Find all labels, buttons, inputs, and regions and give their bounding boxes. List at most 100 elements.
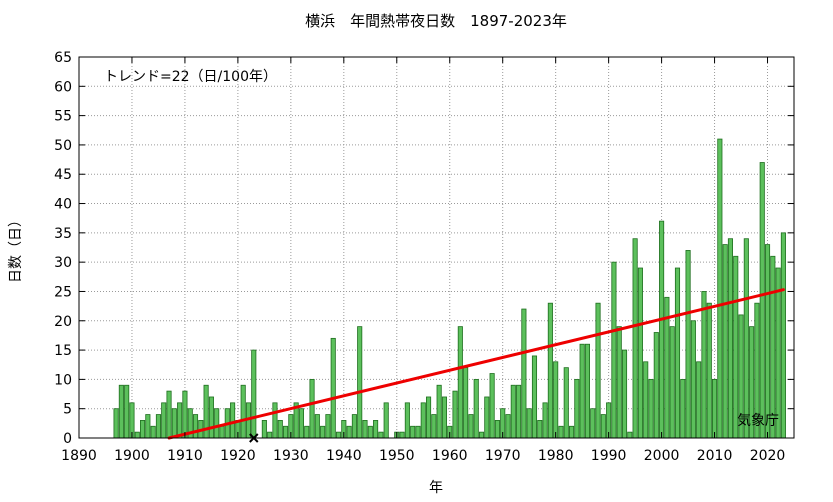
bar-2014 (733, 255, 739, 439)
bar-2003 (674, 267, 681, 439)
bar-2012 (722, 244, 728, 439)
x-tick-label: 2010 (697, 448, 733, 464)
bar-1916 (214, 408, 220, 439)
bar-1964 (468, 414, 474, 439)
bar-1961 (452, 390, 458, 439)
bar-1915 (208, 396, 214, 439)
bar-1947 (378, 431, 384, 439)
x-tick-label: 2020 (750, 448, 786, 464)
bar-1988 (595, 302, 601, 439)
bar-1941 (346, 425, 352, 439)
axis-ticks: 0 5 10 15 20 25 30 35 40 45 50 55 60 65 1890 1900 1910 19… (54, 50, 794, 464)
bar-1935 (314, 414, 320, 439)
y-tick-label: 50 (54, 138, 72, 154)
bar-1962 (457, 326, 463, 439)
bar-1977 (537, 420, 543, 439)
gridlines (79, 57, 794, 438)
bar-2013 (727, 238, 733, 439)
bar-1995 (632, 238, 638, 439)
y-tick-label: 40 (54, 197, 72, 213)
bar-1897 (113, 408, 119, 439)
bar-1996 (637, 267, 643, 439)
bar-2009 (706, 302, 712, 439)
bar-1927 (272, 402, 278, 439)
y-tick-label: 10 (54, 372, 72, 388)
bar-1951 (399, 431, 405, 439)
bar-1955 (420, 402, 426, 439)
bar-2000 (659, 220, 665, 439)
bar-2020 (764, 244, 771, 439)
bar-1975 (526, 408, 532, 439)
y-tick-label: 55 (54, 109, 72, 125)
bar-2006 (690, 320, 696, 439)
plot-frame (78, 56, 795, 439)
y-tick-label: 5 (63, 402, 72, 418)
bar-1907 (166, 390, 172, 439)
bar-1943 (357, 326, 363, 439)
x-tick-label: 1990 (591, 448, 627, 464)
bar-1999 (653, 332, 659, 439)
bar-1965 (473, 378, 479, 439)
bar-1904 (150, 425, 156, 439)
y-axis-title: 日数（日） (8, 213, 24, 283)
bar-1945 (367, 425, 373, 439)
bar-1968 (489, 373, 495, 439)
bar-2010 (712, 378, 718, 439)
bar-2019 (759, 162, 765, 439)
x-tick-label: 1940 (326, 448, 362, 464)
y-tick-label: 30 (54, 255, 72, 271)
bar-1994 (627, 431, 633, 439)
bar-2007 (696, 361, 702, 439)
bar-1934 (309, 378, 315, 439)
x-tick-label: 1960 (432, 448, 468, 464)
y-tick-label: 0 (63, 431, 72, 447)
bar-1908 (171, 408, 177, 439)
bar-1939 (335, 431, 342, 439)
bar-1956 (426, 396, 432, 439)
bar-1997 (643, 361, 649, 439)
bar-2016 (743, 238, 749, 439)
y-tick-label: 60 (54, 79, 72, 95)
bar-1923 (251, 349, 257, 439)
x-tick-label: 1890 (61, 448, 97, 464)
bar-1976 (531, 355, 538, 439)
bar-1963 (463, 367, 469, 439)
bar-1910 (182, 390, 188, 439)
x-tick-label: 1980 (538, 448, 574, 464)
y-tick-label: 65 (54, 50, 72, 66)
bar-1982 (563, 367, 569, 439)
bar-1937 (325, 414, 331, 439)
bar-1972 (510, 384, 516, 439)
bar-1998 (648, 378, 654, 439)
bar-1902 (140, 420, 146, 439)
x-tick-label: 1900 (114, 448, 150, 464)
x-tick-label: 1910 (167, 448, 203, 464)
bar-1917 (219, 425, 225, 439)
bar-1991 (611, 261, 617, 439)
bar-1903 (145, 414, 151, 439)
x-axis-title: 年 (429, 480, 443, 496)
bar-1905 (155, 414, 161, 439)
bar-1906 (161, 402, 167, 439)
bar-1954 (415, 425, 421, 439)
bar-1973 (516, 384, 522, 439)
bar-1983 (569, 425, 575, 439)
trend-line (167, 288, 785, 440)
bar-1987 (590, 408, 596, 439)
bar-1959 (441, 396, 447, 439)
bar-1958 (436, 384, 442, 439)
bar-1986 (584, 343, 590, 439)
x-tick-label: 1920 (220, 448, 256, 464)
bar-1936 (320, 425, 326, 439)
bar-1938 (330, 337, 336, 439)
x-tick-label: 1970 (485, 448, 521, 464)
bar-1944 (362, 420, 368, 439)
bar-2002 (669, 326, 675, 439)
bar-1966 (478, 431, 485, 439)
bar-1980 (553, 361, 559, 439)
bar-1967 (484, 396, 490, 439)
bar-1969 (494, 420, 500, 439)
bar-1989 (600, 414, 606, 439)
y-tick-label: 45 (54, 167, 72, 183)
